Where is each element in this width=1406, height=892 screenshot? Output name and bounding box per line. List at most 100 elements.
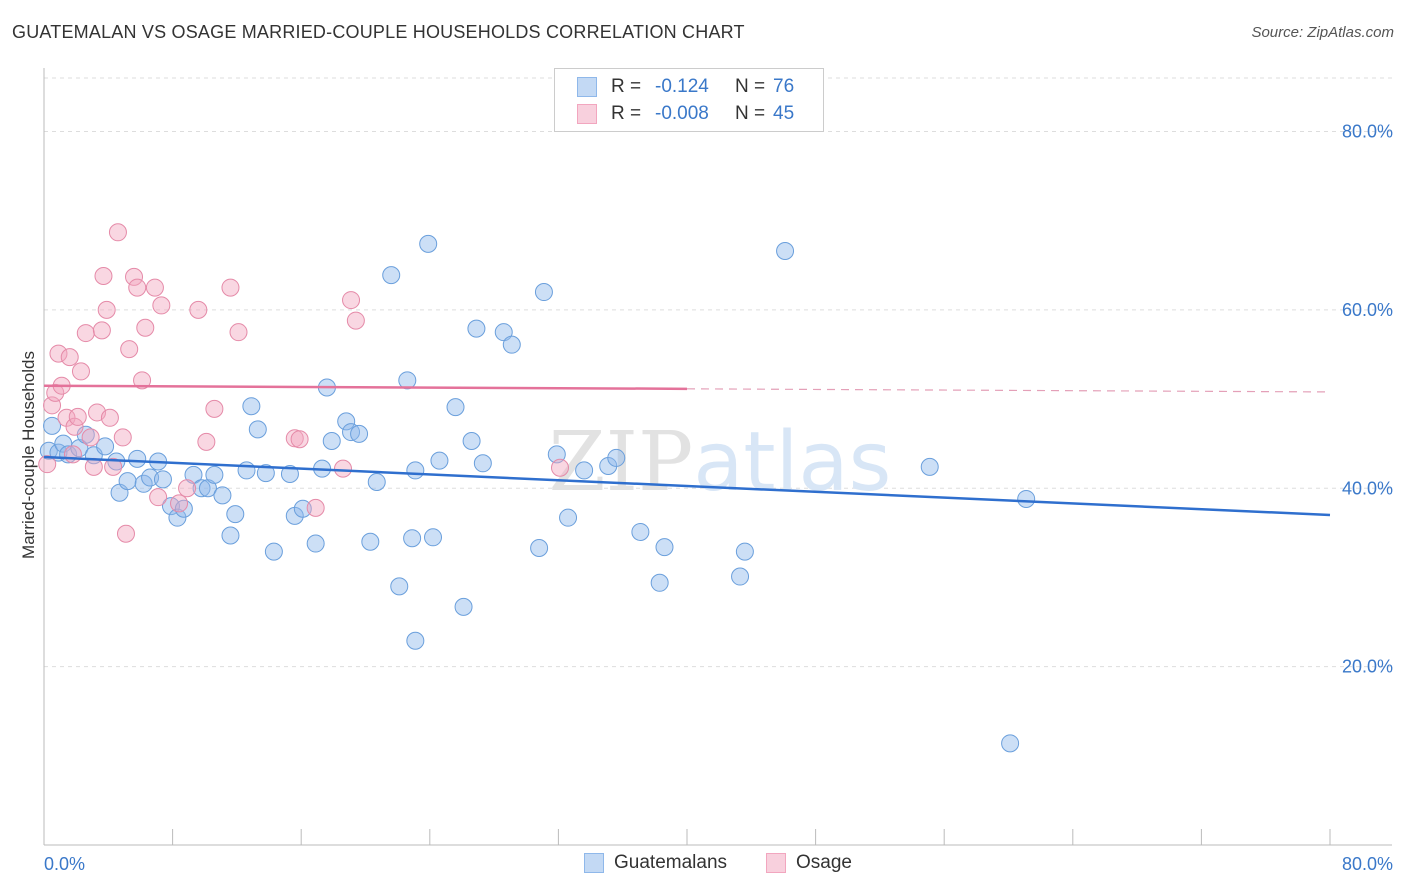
point-guatemalans <box>118 472 137 491</box>
point-guatemalans <box>530 539 549 558</box>
n-value: 76 <box>773 76 795 97</box>
point-guatemalans <box>361 532 380 551</box>
point-osage <box>104 457 123 476</box>
y-tick-label: 80.0% <box>1342 122 1393 142</box>
legend-row-guatemalans: R = -0.124 N = 76 <box>577 75 794 99</box>
point-guatemalans <box>559 508 578 527</box>
point-osage <box>94 266 113 285</box>
point-guatemalans <box>128 449 147 468</box>
r-value: -0.008 <box>655 103 709 124</box>
point-osage <box>71 362 90 381</box>
point-osage <box>145 278 164 297</box>
point-guatemalans <box>322 431 341 450</box>
point-osage <box>178 479 197 498</box>
point-guatemalans <box>446 398 465 417</box>
bottom-legend-swatch-guatemalans <box>584 853 604 873</box>
point-osage <box>170 494 189 513</box>
point-osage <box>84 457 103 476</box>
bottom-legend-label: Guatemalans <box>614 852 728 873</box>
point-guatemalans <box>607 448 626 467</box>
point-osage <box>136 318 155 337</box>
point-guatemalans <box>454 597 473 616</box>
point-osage <box>120 340 139 359</box>
point-guatemalans <box>293 499 312 518</box>
r-value: -0.124 <box>655 76 709 97</box>
legend-row-osage: R = -0.008 N = 45 <box>577 102 794 126</box>
bottom-legend-label: Osage <box>796 852 852 873</box>
trend-line-osage <box>43 384 688 391</box>
point-guatemalans <box>655 538 674 557</box>
stats-legend: R = -0.124 N = 76 R = -0.008 N = 45 <box>554 68 824 132</box>
point-guatemalans <box>221 526 240 545</box>
point-guatemalans <box>398 371 417 390</box>
point-guatemalans <box>403 529 422 548</box>
point-guatemalans <box>242 397 261 416</box>
point-guatemalans <box>237 461 256 480</box>
point-osage <box>108 223 127 242</box>
watermark-text: ZIPatlas <box>549 415 892 510</box>
r-label: R = <box>611 76 642 97</box>
point-osage <box>81 428 100 447</box>
point-osage <box>100 408 119 427</box>
chart-title: GUATEMALAN VS OSAGE MARRIED-COUPLE HOUSE… <box>12 22 745 42</box>
point-guatemalans <box>575 461 594 480</box>
point-osage <box>189 300 208 319</box>
point-guatemalans <box>43 416 62 435</box>
legend-swatch-guatemalans <box>577 77 597 97</box>
point-osage <box>49 344 68 363</box>
r-label: R = <box>611 103 642 124</box>
point-guatemalans <box>534 283 553 302</box>
point-guatemalans <box>462 431 481 450</box>
data-points <box>38 223 1036 753</box>
point-guatemalans <box>1001 734 1020 753</box>
point-guatemalans <box>467 319 486 338</box>
point-osage <box>133 371 152 390</box>
point-osage <box>346 311 365 330</box>
point-guatemalans <box>174 499 193 518</box>
point-guatemalans <box>256 464 275 483</box>
point-osage <box>285 429 304 448</box>
point-osage <box>306 498 325 517</box>
point-guatemalans <box>406 631 425 650</box>
point-guatemalans <box>419 234 438 253</box>
point-guatemalans <box>367 473 386 492</box>
point-osage <box>38 455 57 474</box>
grid <box>44 77 1392 668</box>
point-guatemalans <box>735 542 754 561</box>
point-osage <box>97 300 116 319</box>
point-guatemalans <box>153 470 172 489</box>
x-tick-label: 0.0% <box>44 854 85 874</box>
point-guatemalans <box>205 465 224 484</box>
y-tick-label: 40.0% <box>1342 478 1393 498</box>
point-guatemalans <box>390 577 409 596</box>
point-guatemalans <box>192 479 211 498</box>
point-osage <box>229 323 248 342</box>
point-osage <box>76 324 95 343</box>
point-guatemalans <box>920 457 939 476</box>
point-osage <box>221 278 240 297</box>
point-guatemalans <box>382 266 401 285</box>
point-osage <box>149 488 168 507</box>
y-tick-label: 20.0% <box>1342 657 1393 677</box>
n-value: 45 <box>773 103 795 124</box>
point-guatemalans <box>264 542 283 561</box>
point-guatemalans <box>650 573 669 592</box>
point-guatemalans <box>406 461 425 480</box>
trend-lines <box>43 384 1331 517</box>
bottom-legend-guatemalans: Guatemalans <box>584 852 727 874</box>
point-osage <box>152 296 171 315</box>
point-guatemalans <box>547 445 566 464</box>
point-osage <box>65 417 84 436</box>
point-guatemalans <box>226 505 245 524</box>
n-label: N = <box>735 76 766 97</box>
point-guatemalans <box>96 437 115 456</box>
y-tick-label: 60.0% <box>1342 300 1393 320</box>
point-osage <box>342 291 361 310</box>
point-guatemalans <box>430 451 449 470</box>
point-guatemalans <box>213 486 232 505</box>
legend-swatch-osage <box>577 104 597 124</box>
source-label: Source: ZipAtlas.com <box>1251 24 1394 41</box>
watermark: ZIPatlas <box>549 415 892 510</box>
point-osage <box>116 524 135 543</box>
